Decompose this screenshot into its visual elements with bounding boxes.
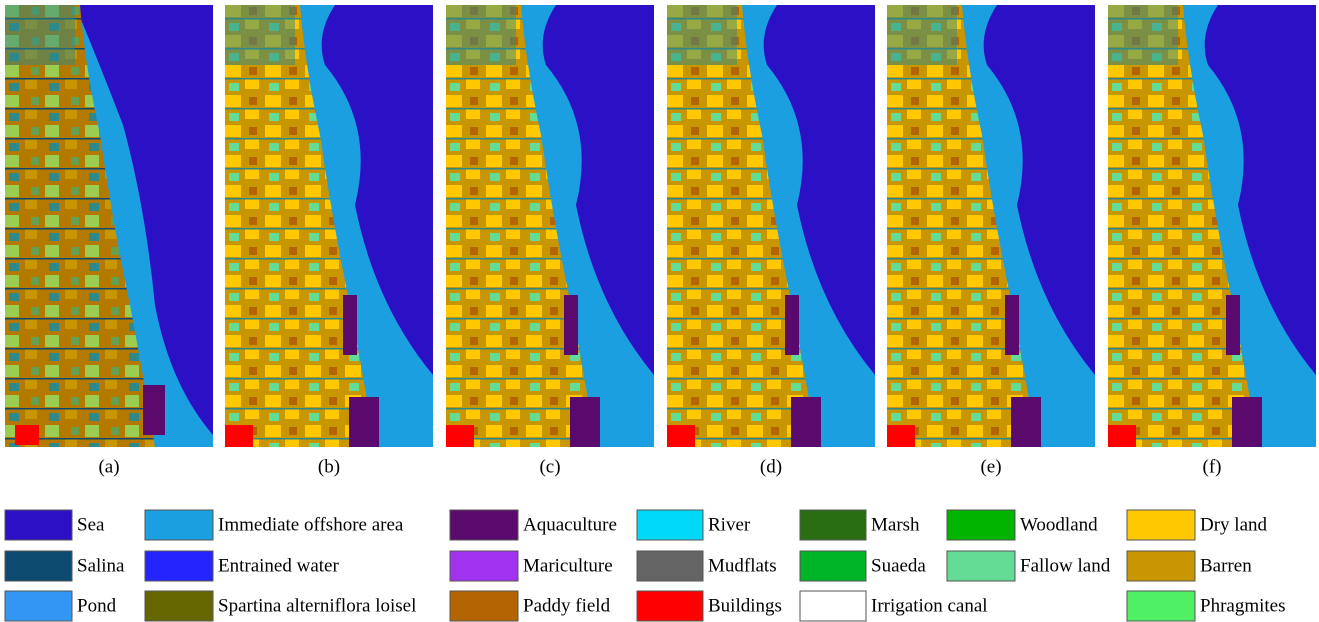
legend-swatch (947, 551, 1015, 581)
legend-swatch (1127, 551, 1195, 581)
legend-label: Immediate offshore area (218, 514, 404, 535)
legend-swatch (5, 551, 72, 581)
legend-label: Barren (1200, 555, 1252, 576)
legend-swatch (1127, 591, 1195, 621)
panel-label: (a) (98, 456, 119, 477)
legend-label: Buildings (708, 595, 782, 616)
legend-label: Suaeda (871, 555, 926, 576)
legend-label: Irrigation canal (871, 595, 988, 616)
legend-label: River (708, 514, 751, 535)
legend-swatch (5, 510, 72, 540)
panel-label: (b) (318, 456, 340, 477)
legend-swatch (637, 591, 703, 621)
legend-swatch (5, 591, 72, 621)
legend-label: Spartina alterniflora loisel (218, 595, 416, 616)
legend-swatch (145, 591, 213, 621)
legend-label: Aquaculture (523, 514, 617, 535)
legend-label: Pond (77, 595, 117, 616)
legend-swatch (637, 551, 703, 581)
map-image (1108, 5, 1316, 447)
legend-swatch (450, 591, 518, 621)
legend-label: Salina (77, 555, 125, 576)
panel-label: (e) (980, 456, 1001, 477)
map-image (5, 5, 213, 447)
map-image (887, 5, 1095, 447)
figure: (a) (b) (c) (d) (e) (f) Sea Salina Pond Immediate… (0, 0, 1319, 622)
legend-label: Paddy field (523, 595, 611, 616)
panel-label: (f) (1203, 456, 1222, 477)
legend-swatch (1127, 510, 1195, 540)
legend-swatch (947, 510, 1015, 540)
legend-label: Sea (77, 514, 105, 535)
legend-label: Entrained water (218, 555, 339, 576)
legend-label: Marsh (871, 514, 920, 535)
legend-swatch (450, 510, 518, 540)
legend-swatch (800, 551, 866, 581)
legend-label: Dry land (1200, 514, 1268, 535)
legend-swatch (800, 510, 866, 540)
legend-label: Mariculture (523, 555, 613, 576)
legend-label: Woodland (1020, 514, 1098, 535)
panel-label: (c) (539, 456, 560, 477)
legend-label: Phragmites (1200, 595, 1286, 616)
legend-label: Fallow land (1020, 555, 1111, 576)
map-image (667, 5, 875, 447)
map-image (446, 5, 654, 447)
legend-swatch (637, 510, 703, 540)
legend-swatch (145, 551, 213, 581)
map-image (225, 5, 433, 447)
legend-swatch (800, 591, 866, 621)
legend-swatch (450, 551, 518, 581)
panel-label: (d) (760, 456, 782, 477)
legend-label: Mudflats (708, 555, 777, 576)
legend-swatch (145, 510, 213, 540)
